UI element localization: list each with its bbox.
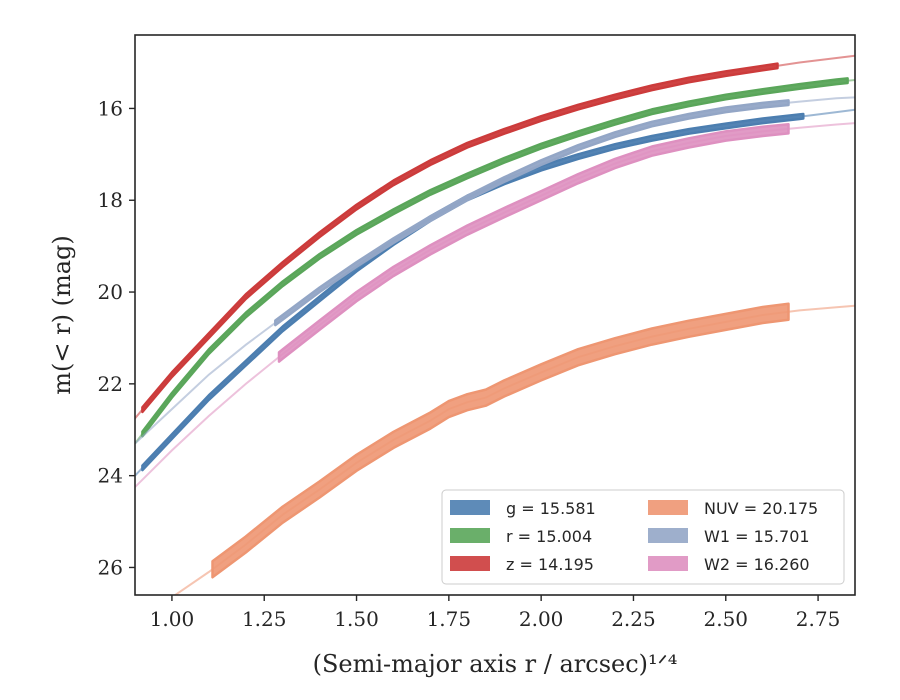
series-g-band [141,112,805,472]
y-tick-label: 26 [98,555,123,579]
x-tick-label: 2.25 [611,607,656,631]
y-tick-label: 18 [98,188,123,212]
legend-swatch [648,500,688,515]
y-tick-label: 16 [98,96,123,120]
legend-entry-label: W1 = 15.701 [704,527,810,546]
series-r-band [141,77,849,438]
legend-entry-label: r = 15.004 [506,527,592,546]
x-tick-label: 1.75 [427,607,472,631]
x-tick-label: 1.50 [334,607,379,631]
series-w1-band [274,99,790,327]
legend-entry-label: NUV = 20.175 [704,499,818,518]
x-tick-label: 1.00 [150,607,195,631]
plot-frame [134,34,856,596]
x-tick-label: 2.50 [704,607,749,631]
legend-swatch [450,556,490,571]
y-tick-label: 20 [98,280,123,304]
y-axis-title: m(< r) (mag) [48,235,76,394]
x-tick-label: 2.75 [796,607,841,631]
legend-swatch [648,528,688,543]
series-w2-band [277,122,790,363]
x-axis-title: (Semi-major axis r / arcsec)¹ᐟ⁴ [313,650,678,678]
legend-swatch [450,500,490,515]
series-w2-curve [135,122,855,488]
x-tick-label: 1.25 [242,607,287,631]
legend: g = 15.581 r = 15.004 z = 14.195 NUV = 20.1… [441,489,845,585]
legend-swatch [648,556,688,571]
legend-entry-label: g = 15.581 [506,499,596,518]
data-layer [135,54,855,595]
legend-entry-label: z = 14.195 [506,555,594,574]
series-z-band [141,62,779,414]
y-tick-label: 24 [98,464,123,488]
legend-entry-label: W2 = 16.260 [704,555,810,574]
x-tick-label: 2.00 [519,607,564,631]
series-nuv-band [211,302,790,579]
legend-swatch [450,528,490,543]
y-tick-label: 22 [98,372,123,396]
legend-frame [441,489,845,585]
axis-layer: 1.00 1.25 1.50 1.75 2.00 2.25 2.50 2.75 16 18 20 22… [98,96,841,631]
